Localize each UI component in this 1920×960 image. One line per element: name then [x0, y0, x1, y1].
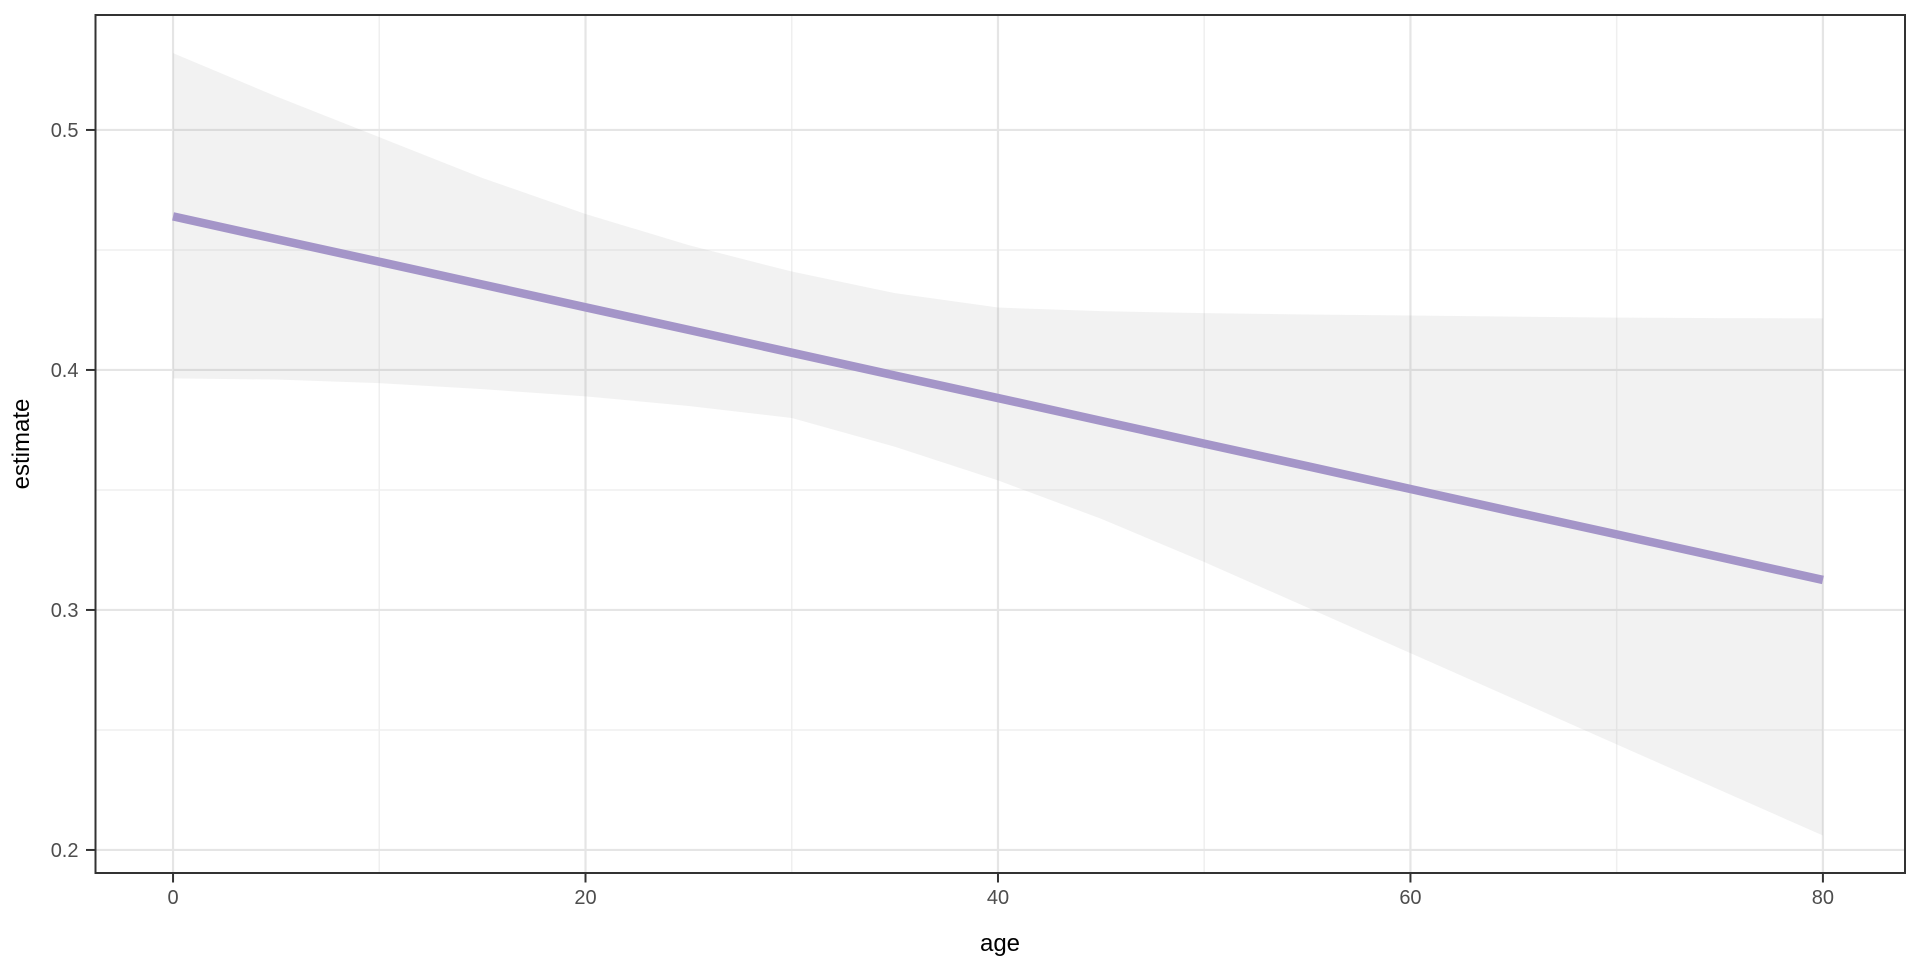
y-tick-label: 0.4 — [51, 360, 79, 382]
x-tick-label: 40 — [987, 887, 1009, 909]
x-tick-label: 0 — [167, 887, 178, 909]
confidence-ribbon — [173, 53, 1823, 836]
fit-line — [172, 212, 1824, 585]
major-gridlines — [95, 15, 1905, 873]
y-tick-label: 0.3 — [51, 600, 79, 622]
y-axis-title: estimate — [8, 399, 35, 490]
fit-line-layer — [172, 212, 1824, 585]
x-tick-label: 60 — [1399, 887, 1421, 909]
y-tick-label: 0.5 — [51, 120, 79, 142]
x-axis-title: age — [980, 930, 1020, 957]
x-axis-tick-labels: 0 20 40 60 80 — [167, 887, 1834, 909]
x-tick-label: 20 — [574, 887, 596, 909]
axis-tick-marks — [86, 128, 1824, 883]
confidence-ribbon-layer — [173, 53, 1823, 836]
y-axis-tick-labels: 0.2 0.3 0.4 0.5 — [51, 120, 79, 862]
y-tick-label: 0.2 — [51, 840, 79, 862]
x-tick-label: 80 — [1812, 887, 1834, 909]
panel-border — [94, 14, 1906, 874]
